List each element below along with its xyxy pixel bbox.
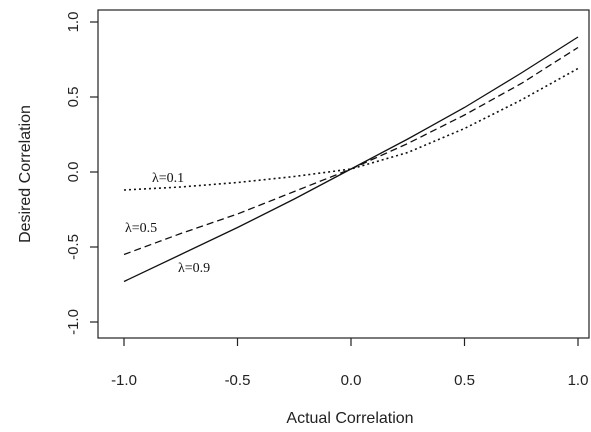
x-tick-label: 1.0 [568,372,589,389]
annotation-lambda-0-9: λ=0.9 [178,261,210,276]
y-tick-label: 1.0 [65,12,82,33]
series-line-dashed [123,46,579,256]
y-tick-label: -1.0 [65,309,82,335]
y-axis-title: Desired Correlation [17,105,34,243]
series-line-solid [123,36,579,283]
x-tick-label: 0.5 [454,372,475,389]
y-tick-label: 0.0 [65,162,82,183]
y-tick-label: -0.5 [65,234,82,260]
x-axis-title: Actual Correlation [286,410,413,427]
annotation-lambda-0-1: λ=0.1 [152,171,184,186]
x-tick-label: -1.0 [111,372,137,389]
series-line-dotted [123,67,579,191]
annotation-lambda-0-5: λ=0.5 [125,221,157,236]
series-lines [123,36,579,283]
plot-frame [97,9,590,339]
y-axis: -1.0 -0.5 0.0 0.5 1.0 [65,12,98,335]
x-tick-label: 0.0 [341,372,362,389]
x-axis: -1.0 -0.5 0.0 0.5 1.0 [111,338,588,389]
y-tick-label: 0.5 [65,87,82,108]
x-tick-label: -0.5 [225,372,251,389]
